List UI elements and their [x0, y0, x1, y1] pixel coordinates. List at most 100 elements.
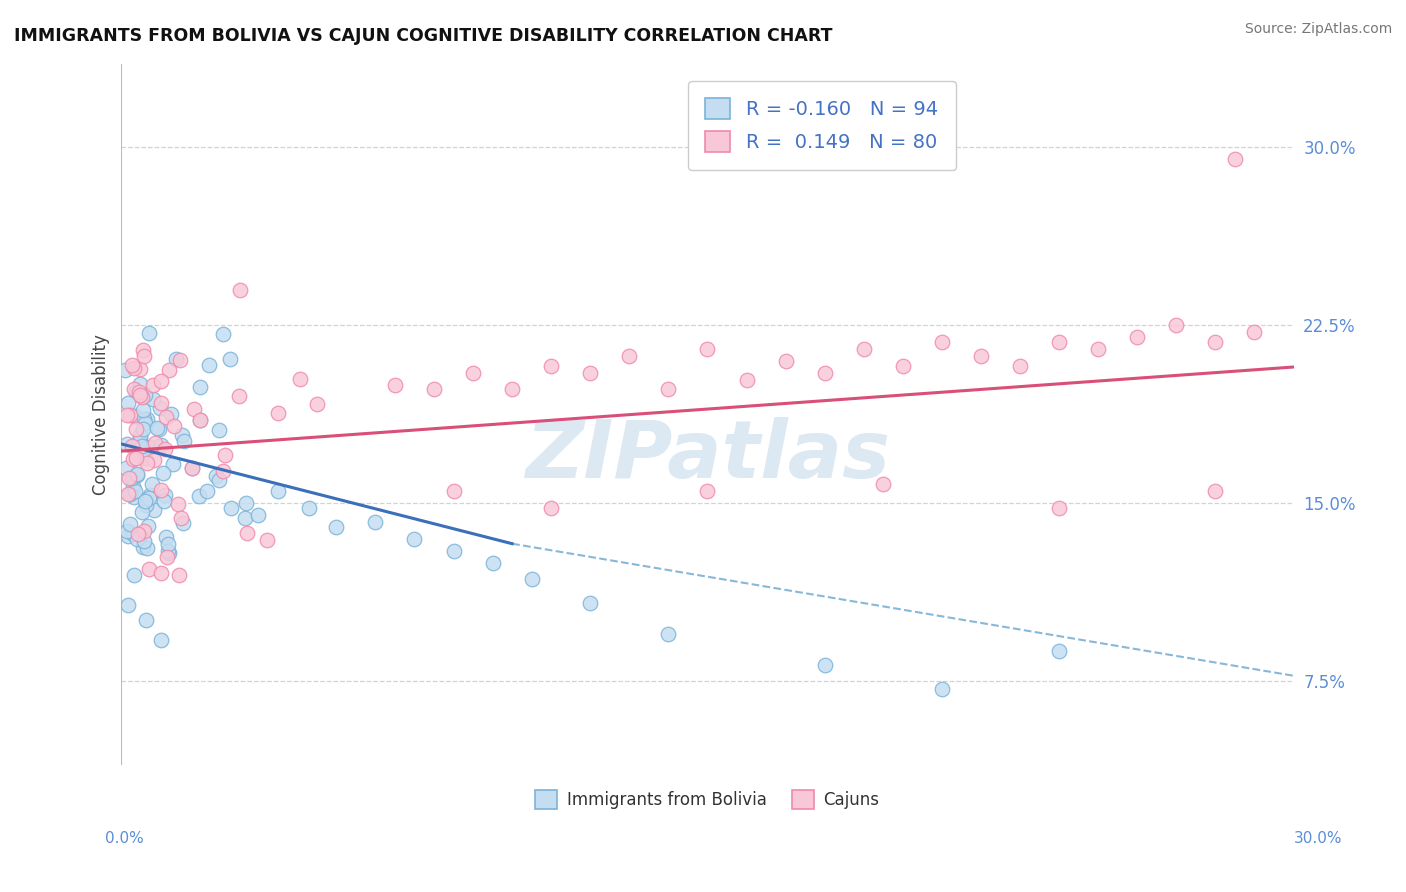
- Point: [891, 359, 914, 373]
- Point: [143, 436, 166, 450]
- Point: [138, 518, 160, 533]
- Point: [134, 534, 156, 549]
- Point: [208, 473, 231, 487]
- Text: Source: ZipAtlas.com: Source: ZipAtlas.com: [1244, 22, 1392, 37]
- Point: [146, 421, 169, 435]
- Point: [128, 428, 150, 442]
- Point: [212, 464, 235, 478]
- Point: [150, 437, 173, 451]
- Point: [149, 483, 172, 498]
- Point: [132, 540, 155, 554]
- Point: [124, 484, 146, 499]
- Point: [143, 452, 166, 467]
- Point: [134, 387, 156, 401]
- Point: [149, 396, 172, 410]
- Point: [872, 477, 894, 491]
- Point: [267, 484, 290, 499]
- Point: [814, 657, 837, 672]
- Point: [128, 376, 150, 391]
- Point: [325, 520, 347, 534]
- Point: [149, 374, 172, 388]
- Point: [520, 572, 543, 586]
- Point: [135, 613, 157, 627]
- Point: [247, 508, 270, 523]
- Point: [115, 409, 138, 423]
- Point: [134, 494, 156, 508]
- Point: [139, 440, 162, 454]
- Point: [118, 471, 141, 485]
- Point: [124, 383, 146, 397]
- Point: [142, 392, 165, 406]
- Point: [131, 403, 153, 417]
- Point: [132, 524, 155, 539]
- Point: [256, 533, 278, 547]
- Point: [125, 384, 148, 399]
- Point: [180, 460, 202, 475]
- Point: [131, 439, 153, 453]
- Point: [173, 434, 195, 448]
- Point: [157, 546, 180, 560]
- Point: [205, 469, 228, 483]
- Point: [138, 491, 160, 506]
- Point: [190, 413, 212, 427]
- Point: [136, 541, 159, 556]
- Point: [121, 358, 143, 372]
- Point: [150, 566, 173, 580]
- Point: [1223, 152, 1246, 166]
- Point: [117, 528, 139, 542]
- Point: [149, 632, 172, 647]
- Point: [305, 396, 328, 410]
- Point: [290, 372, 312, 386]
- Point: [157, 363, 180, 377]
- Point: [931, 681, 953, 696]
- Point: [121, 439, 143, 453]
- Point: [125, 467, 148, 481]
- Point: [128, 435, 150, 450]
- Point: [131, 390, 153, 404]
- Point: [443, 544, 465, 558]
- Point: [1087, 342, 1109, 356]
- Point: [197, 484, 219, 499]
- Point: [579, 596, 602, 610]
- Point: [117, 598, 139, 612]
- Point: [122, 490, 145, 504]
- Point: [228, 283, 250, 297]
- Point: [129, 450, 152, 464]
- Point: [156, 537, 179, 551]
- Point: [121, 478, 143, 492]
- Point: [501, 382, 523, 396]
- Point: [619, 349, 641, 363]
- Point: [117, 436, 139, 450]
- Point: [423, 382, 446, 396]
- Point: [364, 516, 387, 530]
- Point: [118, 487, 141, 501]
- Point: [132, 343, 155, 357]
- Point: [1126, 330, 1149, 344]
- Point: [117, 396, 139, 410]
- Point: [1204, 334, 1226, 349]
- Point: [131, 505, 153, 519]
- Point: [127, 527, 149, 541]
- Point: [735, 373, 758, 387]
- Point: [134, 416, 156, 430]
- Point: [219, 501, 242, 516]
- Point: [404, 532, 426, 546]
- Point: [579, 366, 602, 380]
- Point: [122, 361, 145, 376]
- Point: [814, 366, 837, 380]
- Point: [134, 411, 156, 425]
- Point: [233, 510, 256, 524]
- Point: [188, 413, 211, 427]
- Point: [138, 488, 160, 502]
- Point: [167, 567, 190, 582]
- Point: [114, 363, 136, 377]
- Point: [156, 549, 179, 564]
- Point: [148, 421, 170, 435]
- Point: [134, 451, 156, 466]
- Point: [1204, 484, 1226, 499]
- Point: [153, 488, 176, 502]
- Point: [183, 402, 205, 417]
- Y-axis label: Cognitive Disability: Cognitive Disability: [93, 334, 110, 495]
- Text: 30.0%: 30.0%: [1295, 831, 1343, 846]
- Point: [443, 484, 465, 499]
